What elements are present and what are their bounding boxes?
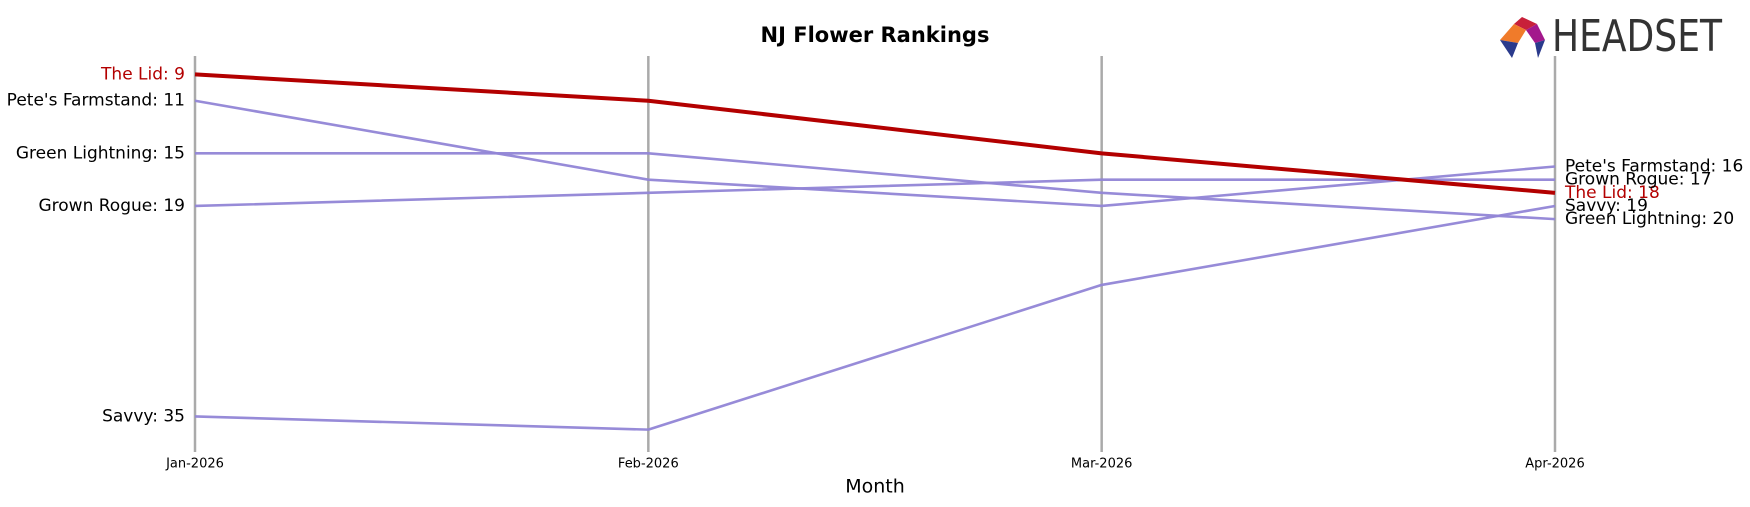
x-tick-label: Apr-2026 xyxy=(1525,457,1584,472)
value-label: Savvy: 35 xyxy=(102,406,185,426)
logo-mark xyxy=(1500,24,1526,43)
logo-mark xyxy=(1514,17,1537,30)
series-line xyxy=(194,204,1556,431)
value-label: Green Lightning: 15 xyxy=(16,143,185,163)
logo: HEADSET xyxy=(1500,11,1722,62)
value-label: The Lid: 9 xyxy=(100,64,185,84)
value-label: Pete's Farmstand: 16 xyxy=(1565,157,1743,177)
value-label: Savvy: 19 xyxy=(1565,196,1648,216)
series-line xyxy=(195,152,1556,221)
series-line xyxy=(194,99,1556,208)
value-label: Green Lightning: 20 xyxy=(1565,209,1734,229)
logo-mark xyxy=(1535,40,1545,58)
value-label: The Lid: 18 xyxy=(1564,183,1660,203)
x-tick-label: Jan-2026 xyxy=(165,457,224,472)
logo-mark xyxy=(1500,40,1518,58)
x-axis-label: Month xyxy=(845,476,905,498)
series-line xyxy=(194,72,1556,195)
value-label: Grown Rogue: 17 xyxy=(1565,170,1712,190)
x-tick-label: Feb-2026 xyxy=(618,457,679,472)
value-label: Grown Rogue: 19 xyxy=(38,196,185,216)
value-label: Pete's Farmstand: 11 xyxy=(7,91,185,111)
logo-text: HEADSET xyxy=(1552,11,1722,62)
logo-mark xyxy=(1526,24,1545,43)
series-line xyxy=(194,178,1555,208)
chart-title: NJ Flower Rankings xyxy=(761,23,990,47)
x-tick-label: Mar-2026 xyxy=(1071,457,1132,472)
